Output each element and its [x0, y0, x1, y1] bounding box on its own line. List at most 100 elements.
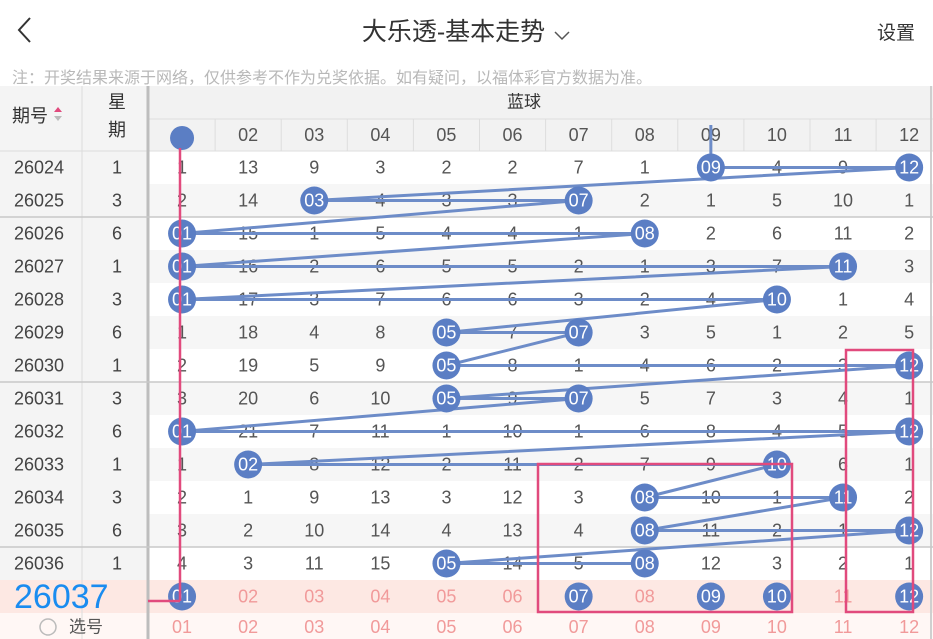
pick-ball-number[interactable]: 09 [701, 587, 721, 607]
drawn-ball-number: 12 [899, 422, 919, 442]
radio-icon[interactable] [39, 618, 57, 636]
pick-ball[interactable]: 08 [635, 587, 655, 607]
omission-value: 4 [177, 554, 187, 574]
select-number[interactable]: 11 [834, 617, 853, 637]
number-column-header: 07 [569, 125, 589, 145]
drawn-ball [829, 483, 858, 512]
frame-box [844, 348, 915, 614]
omission-value: 1 [243, 488, 253, 508]
settings-button[interactable]: 设置 [876, 23, 915, 44]
pick-ball-selected[interactable] [895, 582, 924, 611]
issue-number: 26035 [14, 521, 64, 541]
select-number[interactable]: 02 [238, 617, 258, 637]
issue-number: 26032 [14, 422, 64, 442]
omission-value: 2 [177, 191, 187, 211]
drawn-ball [300, 186, 329, 215]
select-number[interactable]: 04 [370, 617, 390, 637]
select-number[interactable]: 09 [701, 617, 721, 637]
pick-ball[interactable]: 11 [834, 587, 853, 607]
drawn-ball [168, 252, 197, 281]
pick-ball-number[interactable]: 07 [569, 587, 589, 607]
drawn-ball-number: 03 [304, 191, 324, 211]
drawn-ball [630, 483, 659, 512]
issue-number: 26030 [14, 356, 64, 376]
omission-value: 1 [904, 389, 914, 409]
number-column-header: 11 [834, 125, 853, 145]
frame-box [536, 462, 794, 614]
drawn-ball-number: 11 [834, 488, 853, 508]
omission-value: 12 [503, 488, 523, 508]
omission-value: 13 [370, 488, 390, 508]
omission-value: 9 [309, 488, 319, 508]
omission-value: 2 [508, 158, 518, 178]
omission-value: 5 [309, 356, 319, 376]
omission-value: 5 [772, 191, 782, 211]
drawn-ball [432, 318, 461, 347]
drawn-ball-number: 05 [436, 389, 456, 409]
issue-number: 26024 [14, 158, 64, 178]
omission-value: 14 [370, 521, 390, 541]
drawn-ball [762, 285, 791, 314]
select-number[interactable]: 07 [569, 617, 589, 637]
drawn-ball [168, 219, 197, 248]
pick-ball-selected[interactable] [696, 582, 725, 611]
omission-value: 3 [640, 323, 650, 343]
pick-ball[interactable]: 02 [238, 587, 258, 607]
select-number[interactable]: 03 [304, 617, 324, 637]
omission-value: 3 [177, 389, 187, 409]
week-day: 1 [112, 455, 122, 475]
current-issue-number[interactable]: 26037 [14, 578, 109, 616]
pick-ball-number[interactable]: 10 [767, 587, 787, 607]
pick-ball-number[interactable]: 12 [899, 587, 919, 607]
drawn-ball [432, 549, 461, 578]
omission-value: 5 [640, 389, 650, 409]
page-title-text: 大乐透-基本走势 [361, 18, 546, 46]
omission-value: 3 [772, 389, 782, 409]
omission-value: 8 [375, 323, 385, 343]
select-number[interactable]: 05 [436, 617, 456, 637]
chevron-left-icon [17, 17, 31, 43]
sort-up-icon[interactable] [54, 107, 62, 112]
week-day: 3 [112, 191, 122, 211]
select-number[interactable]: 10 [767, 617, 787, 637]
omission-value: 4 [574, 521, 584, 541]
pick-ball-number[interactable]: 01 [172, 587, 192, 607]
sort-down-icon[interactable] [54, 116, 62, 121]
omission-value: 2 [706, 224, 716, 244]
omission-value: 1 [706, 191, 716, 211]
drawn-ball [630, 549, 659, 578]
select-number[interactable]: 08 [635, 617, 655, 637]
omission-value: 6 [838, 455, 848, 475]
top-bar: 大乐透-基本走势 设置 [0, 0, 933, 60]
select-row-bg [0, 613, 933, 639]
drawn-ball-number: 08 [635, 521, 655, 541]
omission-value: 19 [238, 356, 258, 376]
select-number[interactable]: 01 [172, 617, 192, 637]
number-column-header: 12 [899, 125, 919, 145]
trend-table: 期号星期蓝球0102030405060708091011122602412602… [0, 86, 933, 639]
pick-ball[interactable]: 04 [370, 587, 390, 607]
pick-ball-selected[interactable] [564, 582, 593, 611]
drawn-ball [895, 417, 924, 446]
select-number[interactable]: 12 [899, 617, 919, 637]
omission-value: 2 [177, 356, 187, 376]
pick-ball[interactable]: 06 [503, 587, 523, 607]
drawn-ball-number: 07 [569, 389, 589, 409]
omission-value: 6 [772, 224, 782, 244]
omission-value: 13 [503, 521, 523, 541]
drawn-ball [829, 252, 858, 281]
drawn-ball-number: 08 [635, 554, 655, 574]
pick-ball-selected[interactable] [762, 582, 791, 611]
number-column-header: 04 [370, 125, 390, 145]
pick-ball-selected[interactable] [168, 582, 197, 611]
page-title[interactable]: 大乐透-基本走势 [0, 12, 933, 48]
omission-value: 11 [834, 224, 853, 244]
select-number[interactable]: 06 [503, 617, 523, 637]
pick-ball[interactable]: 05 [436, 587, 456, 607]
week-day: 3 [112, 488, 122, 508]
omission-value: 5 [904, 323, 914, 343]
select-row-label: 选号 [69, 618, 103, 637]
drawn-ball [895, 153, 924, 182]
pick-ball[interactable]: 03 [304, 587, 324, 607]
back-button[interactable] [12, 10, 42, 50]
